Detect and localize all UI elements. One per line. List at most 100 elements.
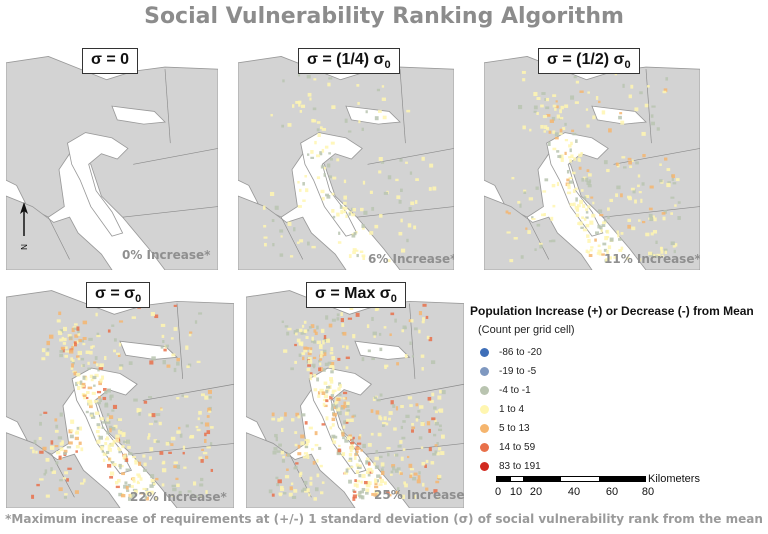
- population-cell: [311, 363, 316, 367]
- population-cell: [310, 156, 315, 159]
- population-cell: [574, 187, 578, 191]
- population-cell: [316, 473, 320, 478]
- population-cell: [511, 176, 515, 180]
- population-cell: [312, 119, 317, 123]
- population-cell: [142, 454, 146, 458]
- legend-swatch: [480, 423, 489, 433]
- population-cell: [75, 355, 80, 358]
- population-cell: [35, 450, 38, 454]
- population-cell: [620, 193, 623, 198]
- population-cell: [115, 434, 120, 439]
- population-cell: [109, 395, 112, 398]
- population-cell: [374, 308, 378, 312]
- population-cell: [295, 328, 300, 333]
- population-cell: [569, 148, 572, 153]
- population-cell: [367, 349, 371, 353]
- population-cell: [118, 320, 124, 323]
- panel-increase-label: 25% Increase*: [374, 488, 464, 502]
- population-cell: [300, 330, 304, 335]
- population-cell: [313, 497, 317, 501]
- population-cell: [664, 250, 668, 255]
- population-cell: [582, 176, 587, 180]
- population-cell: [602, 242, 607, 246]
- population-cell: [396, 362, 400, 366]
- population-cell: [171, 494, 175, 497]
- population-cell: [343, 201, 347, 205]
- population-cell: [149, 360, 154, 365]
- population-cell: [420, 446, 424, 449]
- population-cell: [557, 155, 562, 158]
- population-cell: [632, 189, 636, 194]
- population-cell: [652, 215, 655, 219]
- population-cell: [73, 323, 78, 326]
- population-cell: [618, 115, 622, 120]
- population-cell: [566, 183, 571, 187]
- population-cell: [554, 136, 559, 140]
- population-cell: [580, 152, 583, 155]
- population-cell: [323, 352, 327, 357]
- population-cell: [342, 345, 345, 348]
- population-cell: [294, 343, 297, 347]
- population-cell: [302, 199, 306, 202]
- population-cell: [321, 148, 325, 153]
- population-cell: [401, 329, 405, 333]
- population-cell: [104, 403, 109, 408]
- population-cell: [365, 110, 368, 114]
- population-cell: [149, 490, 154, 495]
- population-cell: [81, 382, 86, 386]
- population-cell: [637, 174, 641, 178]
- population-cell: [568, 144, 572, 148]
- population-cell: [638, 191, 642, 194]
- population-cell: [324, 145, 329, 149]
- population-cell: [382, 424, 385, 427]
- population-cell: [380, 161, 385, 164]
- population-cell: [278, 492, 283, 495]
- population-cell: [205, 490, 208, 494]
- population-cell: [387, 452, 390, 457]
- population-cell: [397, 444, 402, 448]
- population-cell: [200, 494, 204, 499]
- population-cell: [176, 357, 180, 362]
- population-cell: [378, 156, 383, 162]
- map-panel-sigma-half: σ = (1/2) σ0 11% Increase*: [484, 48, 700, 270]
- population-cell: [271, 219, 275, 223]
- population-cell: [311, 448, 314, 451]
- population-cell: [378, 483, 383, 486]
- population-cell: [310, 340, 315, 343]
- population-cell: [559, 116, 564, 120]
- population-cell: [587, 250, 590, 254]
- population-cell: [400, 218, 403, 223]
- population-cell: [330, 370, 334, 374]
- population-cell: [291, 418, 295, 422]
- county-boundary: [526, 217, 550, 260]
- population-cell: [45, 457, 50, 462]
- population-cell: [114, 438, 120, 443]
- scale-tick: 40: [567, 486, 581, 498]
- population-cell: [320, 350, 325, 355]
- population-cell: [591, 213, 596, 218]
- population-cell: [590, 196, 594, 199]
- population-cell: [195, 494, 199, 498]
- population-cell: [295, 462, 299, 465]
- population-cell: [297, 205, 302, 208]
- population-cell: [69, 336, 73, 340]
- population-cell: [596, 252, 600, 255]
- population-cell: [555, 105, 559, 109]
- population-cell: [96, 334, 101, 338]
- population-cell: [400, 188, 403, 192]
- population-cell: [366, 468, 370, 471]
- population-cell: [578, 158, 581, 162]
- population-cell: [61, 347, 64, 351]
- population-cell: [568, 176, 573, 180]
- population-cell: [521, 70, 526, 74]
- population-cell: [74, 490, 79, 494]
- population-cell: [278, 443, 282, 447]
- population-cell: [404, 483, 408, 488]
- population-cell: [166, 364, 171, 368]
- population-cell: [548, 240, 552, 243]
- population-cell: [617, 233, 620, 238]
- population-cell: [172, 487, 177, 492]
- population-cell: [104, 437, 110, 441]
- population-cell: [152, 482, 156, 486]
- population-cell: [599, 225, 603, 230]
